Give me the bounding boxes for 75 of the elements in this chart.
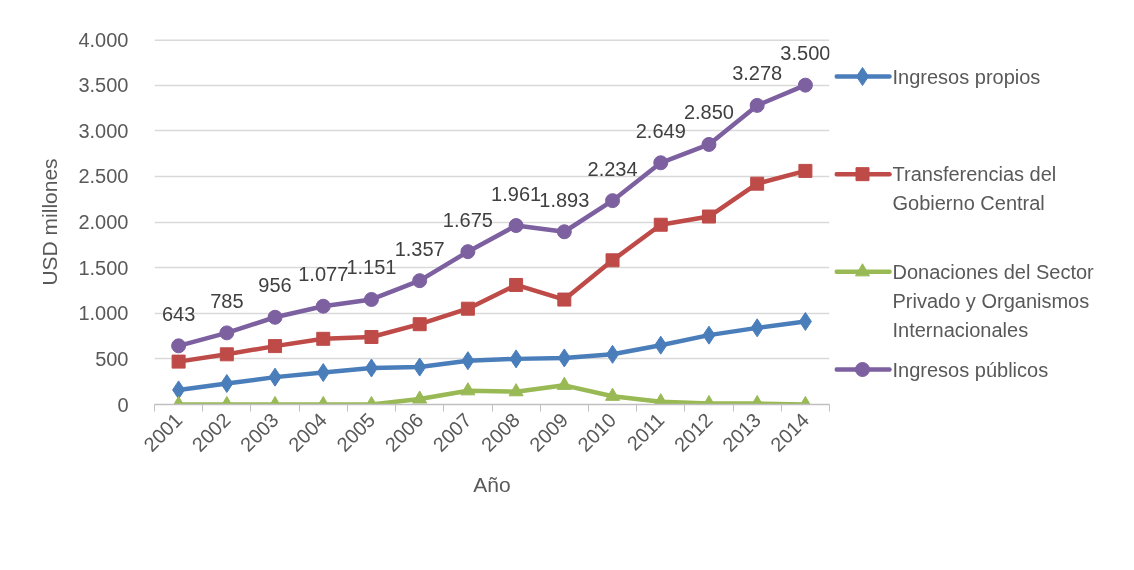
y-axis-title: USD millones: [38, 158, 62, 286]
legend-label: Ingresos públicos: [892, 358, 1049, 381]
y-tick-label: 500: [95, 347, 129, 370]
point: [508, 218, 524, 234]
y-tick-label: 1.500: [78, 256, 129, 279]
point: [556, 376, 572, 390]
x-axis-title: Año: [473, 472, 511, 496]
point: [798, 163, 813, 178]
data-label: 1.077: [298, 263, 349, 286]
data-label: 956: [258, 274, 292, 297]
point: [315, 298, 331, 314]
y-tick-label: 0: [117, 393, 129, 416]
data-label: 1.893: [539, 188, 590, 211]
data-label: 3.278: [732, 62, 783, 85]
point: [605, 193, 621, 209]
point: [413, 357, 427, 377]
point: [509, 277, 524, 292]
data-label: 1.675: [442, 208, 493, 231]
point: [220, 374, 234, 394]
point: [412, 317, 427, 332]
data-label: 2.234: [587, 157, 638, 180]
point: [461, 351, 475, 371]
data-label: 2.649: [635, 119, 686, 142]
point: [653, 155, 669, 171]
point: [605, 387, 621, 401]
point: [702, 325, 716, 345]
point: [460, 244, 476, 260]
data-label: 2.850: [683, 101, 734, 124]
legend-label: Donaciones del Sector Privado y Organismos Internacionales: [892, 260, 1095, 341]
point: [557, 292, 572, 307]
point: [749, 97, 765, 113]
point: [797, 77, 813, 93]
point: [412, 273, 428, 289]
point: [316, 363, 330, 383]
point: [654, 335, 668, 355]
point: [556, 224, 572, 240]
point: [460, 382, 476, 396]
point: [268, 339, 283, 354]
y-tick-label: 4.000: [78, 28, 129, 51]
data-label: 1.961: [491, 182, 542, 205]
point: [653, 217, 668, 232]
legend-label: Transferencias del Gobierno Central: [892, 163, 1057, 215]
y-tick-label: 3.500: [78, 74, 129, 97]
point: [701, 209, 716, 224]
data-label: 1.357: [394, 237, 445, 260]
point: [750, 318, 764, 338]
point: [172, 380, 186, 400]
point: [606, 344, 620, 364]
point: [412, 390, 428, 404]
point: [508, 383, 524, 397]
y-tick-label: 2.500: [78, 165, 129, 188]
y-tick-label: 2.000: [78, 211, 129, 233]
point: [509, 349, 523, 369]
point: [267, 309, 283, 325]
point: [701, 136, 717, 152]
data-label: 3.500: [780, 42, 831, 65]
point: [171, 338, 187, 354]
legend-label: Ingresos propios: [892, 65, 1041, 88]
point: [219, 347, 234, 362]
point: [364, 358, 378, 378]
point: [605, 253, 620, 268]
point: [171, 354, 186, 369]
data-label: 643: [161, 302, 196, 325]
point: [557, 348, 571, 368]
point: [460, 301, 475, 316]
point: [364, 329, 379, 344]
point: [219, 325, 235, 341]
point: [363, 291, 379, 307]
y-tick-label: 3.000: [78, 119, 129, 142]
point: [798, 311, 812, 331]
point: [750, 176, 765, 191]
point: [316, 331, 331, 346]
data-label: 785: [210, 289, 244, 312]
point: [268, 367, 282, 387]
y-tick-label: 1.000: [78, 302, 129, 325]
